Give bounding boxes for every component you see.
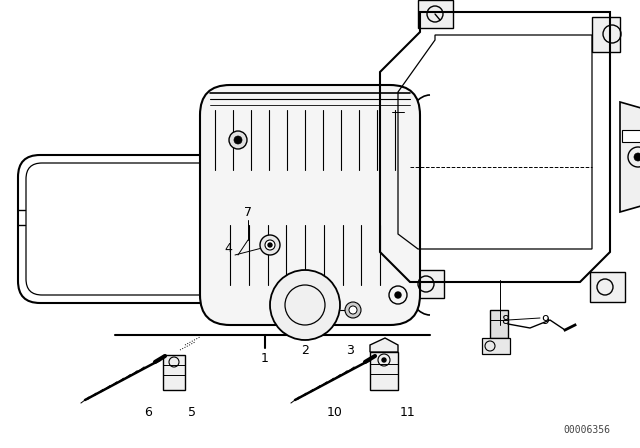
- Bar: [590, 272, 625, 302]
- Text: 10: 10: [327, 406, 343, 419]
- Circle shape: [265, 240, 275, 250]
- Text: 4: 4: [224, 241, 232, 254]
- Bar: [592, 17, 620, 52]
- Circle shape: [270, 270, 340, 340]
- Circle shape: [229, 131, 247, 149]
- Bar: [408, 270, 444, 298]
- Circle shape: [395, 292, 401, 298]
- Text: 1: 1: [261, 352, 269, 365]
- Text: 3: 3: [346, 344, 354, 357]
- Bar: [418, 0, 453, 28]
- Circle shape: [268, 243, 272, 247]
- Polygon shape: [370, 338, 398, 352]
- Text: 11: 11: [400, 406, 416, 419]
- Text: 9: 9: [541, 314, 549, 327]
- Circle shape: [349, 306, 357, 314]
- Circle shape: [260, 235, 280, 255]
- Bar: [622, 130, 640, 142]
- Circle shape: [382, 358, 386, 362]
- Text: 00006356: 00006356: [563, 425, 610, 435]
- Bar: [490, 310, 508, 338]
- Text: 7: 7: [244, 206, 252, 219]
- Text: 8: 8: [501, 314, 509, 327]
- Circle shape: [234, 136, 242, 144]
- FancyBboxPatch shape: [200, 85, 420, 325]
- Polygon shape: [620, 102, 640, 212]
- Bar: [392, 102, 404, 132]
- Circle shape: [345, 302, 361, 318]
- Bar: [163, 355, 185, 390]
- Text: 6: 6: [144, 406, 152, 419]
- Text: 5: 5: [188, 406, 196, 419]
- Circle shape: [634, 153, 640, 161]
- Text: 2: 2: [301, 344, 309, 357]
- Bar: [482, 338, 510, 354]
- Bar: [370, 352, 398, 390]
